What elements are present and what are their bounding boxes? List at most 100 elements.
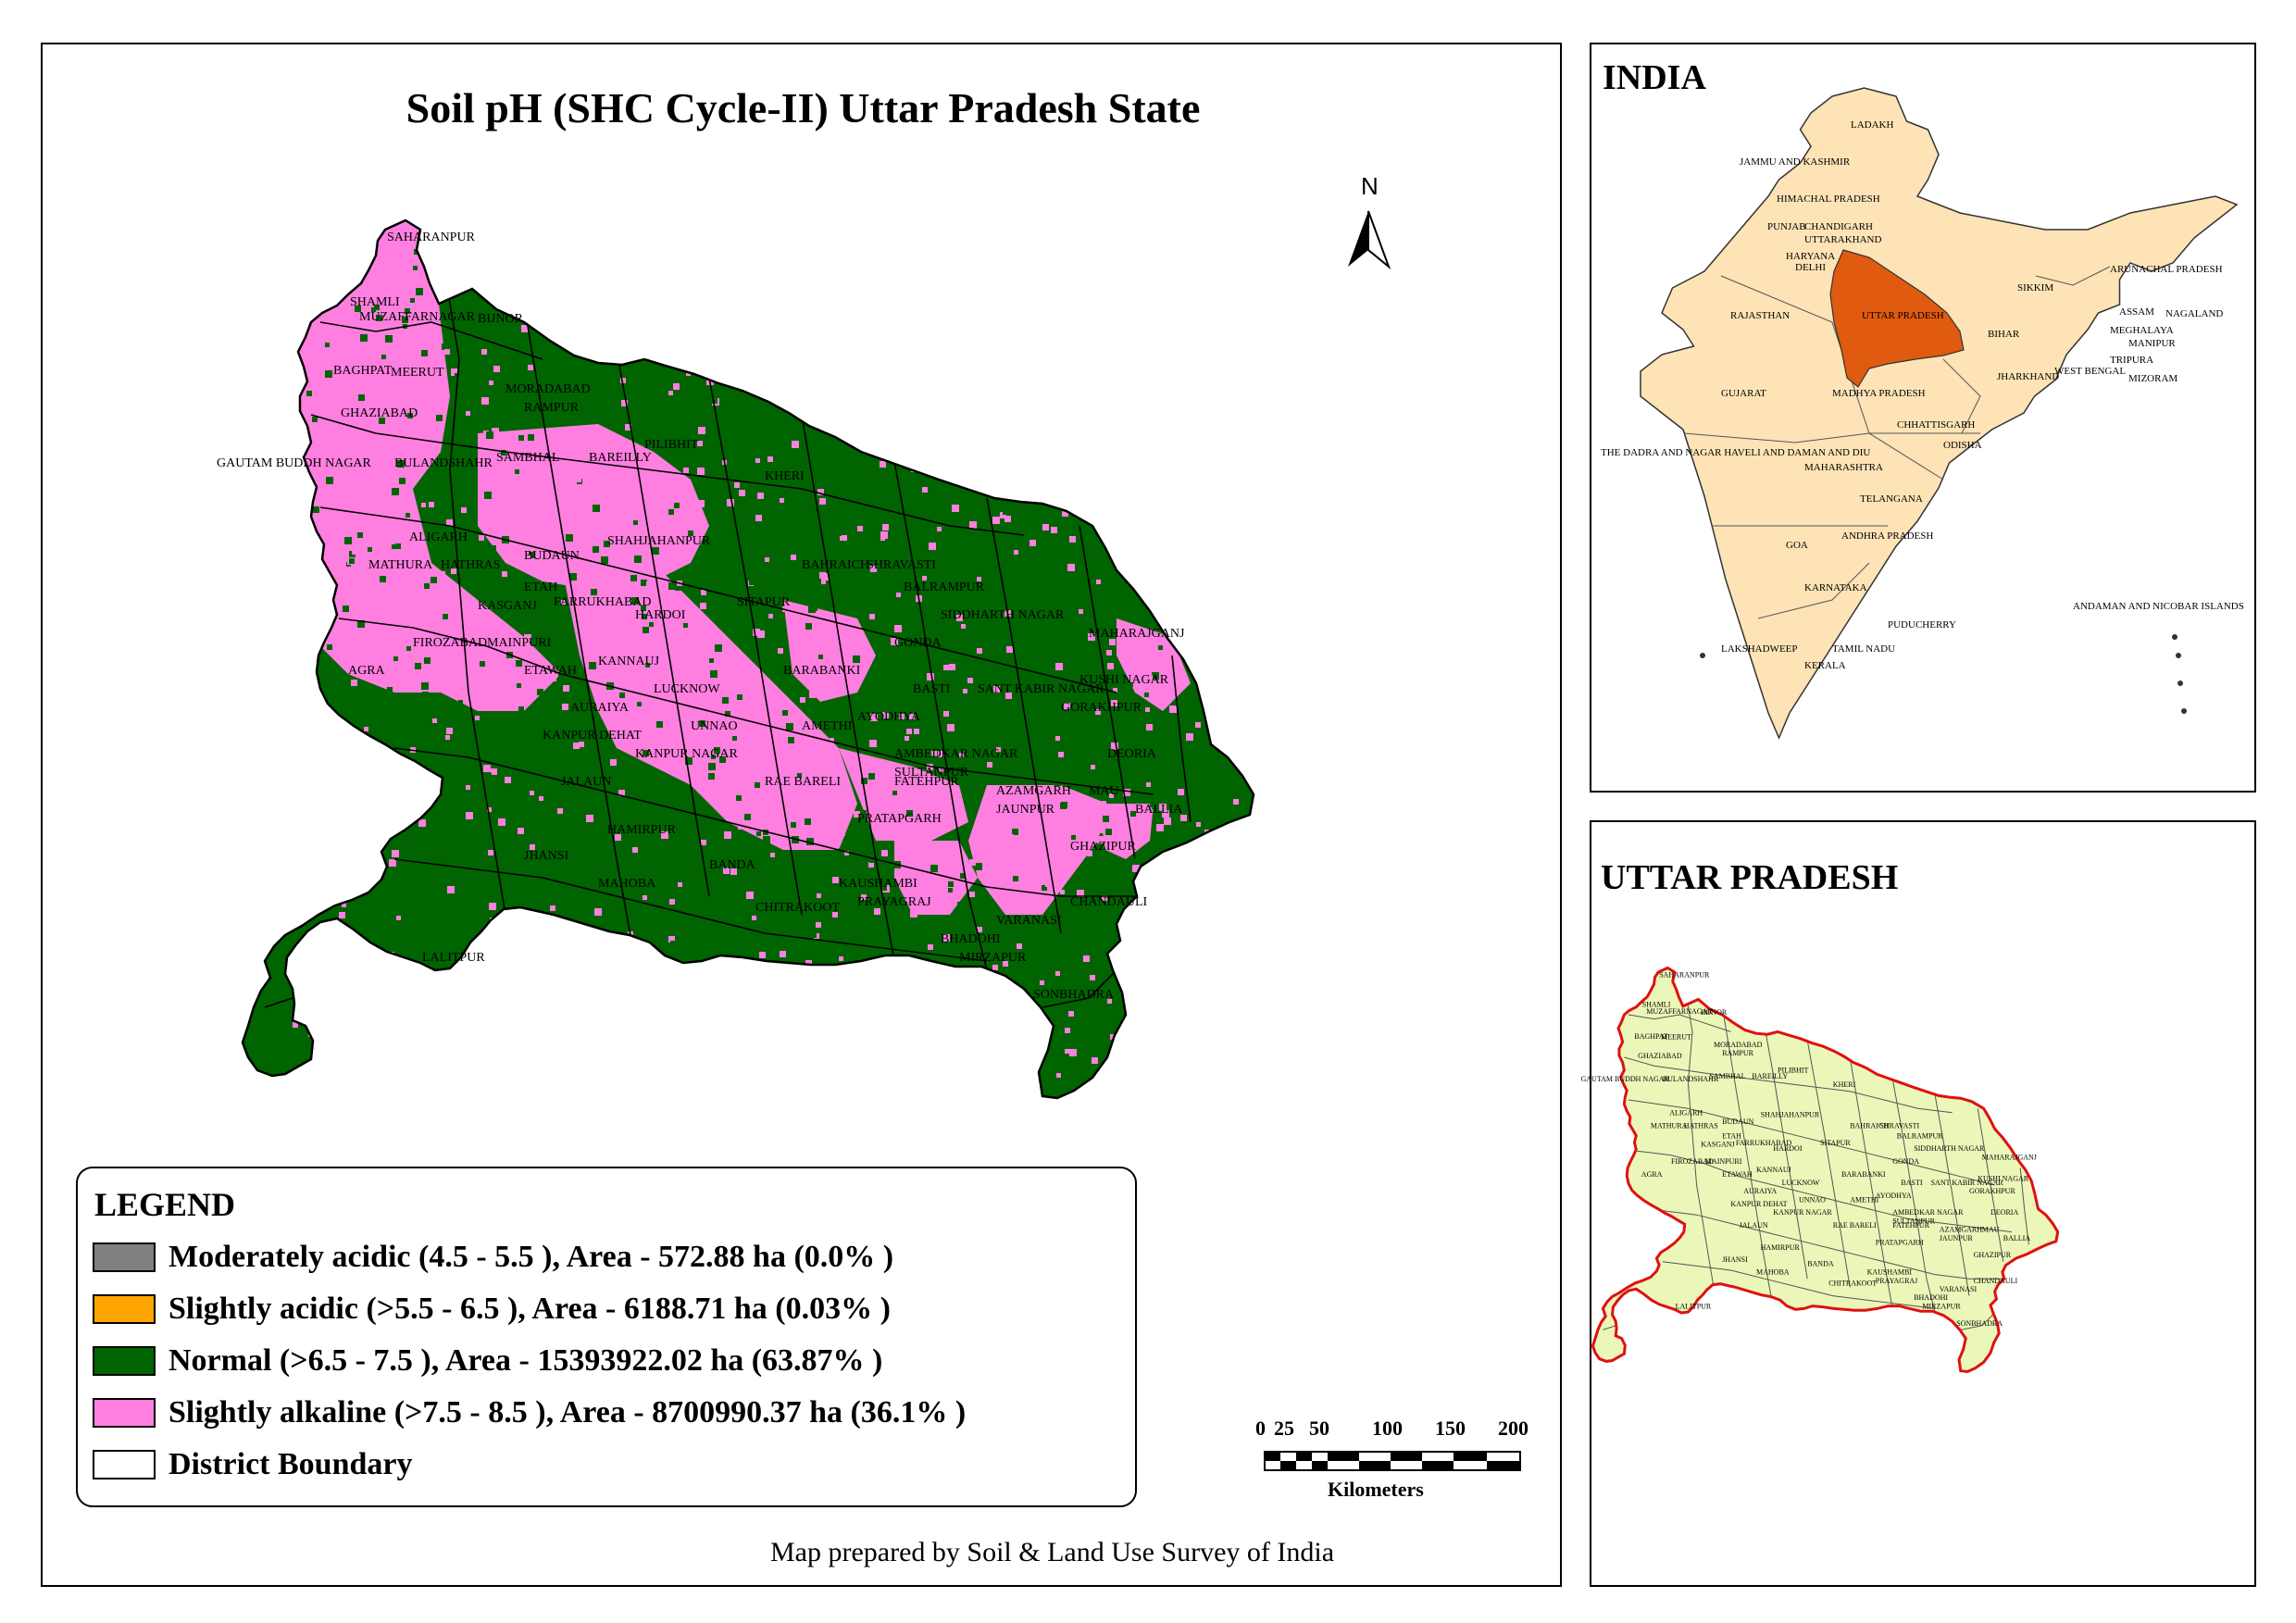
- raster-cell: [752, 916, 756, 920]
- raster-cell: [371, 891, 377, 896]
- raster-cell: [1095, 709, 1101, 715]
- raster-cell: [1164, 818, 1171, 825]
- raster-cell: [1198, 978, 1205, 985]
- legend-title: LEGEND: [94, 1186, 236, 1223]
- raster-cell: [1059, 493, 1067, 500]
- district-label-shahjahanpur: SHAHJAHANPUR: [607, 534, 711, 548]
- district-label-firozabad: FIROZABAD: [413, 636, 487, 650]
- raster-cell: [1126, 929, 1130, 933]
- raster-cell: [820, 969, 828, 977]
- raster-cell: [908, 759, 915, 766]
- india-outline: [1640, 87, 2239, 740]
- raster-cell: [1186, 733, 1193, 741]
- raster-cell: [963, 233, 970, 241]
- raster-cell: [518, 435, 524, 441]
- raster-cell: [1112, 354, 1119, 361]
- raster-cell: [943, 665, 949, 670]
- raster-cell: [868, 773, 875, 780]
- up-inset-label-firozabad: FIROZABAD: [1671, 1157, 1714, 1166]
- up-inset-label-kannauj: KANNAUJ: [1756, 1166, 1791, 1174]
- raster-cell: [837, 1030, 842, 1035]
- raster-cell: [901, 494, 908, 502]
- raster-cell: [1231, 422, 1237, 428]
- raster-cell: [880, 1075, 888, 1082]
- raster-cell: [715, 644, 722, 652]
- raster-cell: [1204, 930, 1209, 934]
- raster-cell: [977, 901, 981, 905]
- raster-cell: [1196, 983, 1203, 990]
- raster-cell: [608, 1046, 614, 1052]
- raster-cell: [798, 1072, 804, 1078]
- up-inset-label-moradabad: MORADABAD: [1714, 1041, 1763, 1049]
- raster-cell: [733, 450, 738, 455]
- raster-cell: [632, 847, 638, 853]
- raster-cell: [753, 629, 760, 636]
- raster-cell: [721, 357, 729, 365]
- raster-cell: [1000, 264, 1007, 271]
- raster-cell: [456, 825, 463, 831]
- up-inset-label-kanpur-nagar: KANPUR NAGAR: [1773, 1208, 1832, 1217]
- raster-cell: [763, 836, 770, 843]
- up-inset-label-sonbhadra: SONBHADRA: [1956, 1319, 2003, 1328]
- raster-cell: [1041, 222, 1048, 230]
- raster-cell: [1154, 891, 1160, 897]
- raster-cell: [620, 874, 626, 880]
- india-inset-title: INDIA: [1603, 58, 1706, 97]
- up-inset-label-kaushambi: KAUSHAMBI: [1867, 1268, 1913, 1277]
- district-label-bareilly: BAREILLY: [589, 451, 652, 465]
- raster-cell: [468, 423, 475, 431]
- raster-cell: [1076, 702, 1083, 709]
- raster-cell: [485, 773, 492, 780]
- raster-cell: [579, 742, 584, 747]
- raster-cell: [698, 332, 705, 340]
- raster-cell: [1069, 536, 1076, 543]
- raster-cell: [850, 1070, 856, 1077]
- raster-cell: [1065, 1049, 1069, 1054]
- legend-swatch: [93, 1450, 156, 1479]
- raster-cell: [823, 443, 830, 449]
- raster-cell: [343, 606, 349, 612]
- raster-cell: [1251, 859, 1254, 867]
- raster-cell: [1101, 547, 1106, 553]
- scale-tick-150: 150: [1435, 1417, 1466, 1440]
- raster-cell: [450, 593, 455, 599]
- raster-cell: [872, 250, 880, 257]
- raster-cell: [806, 838, 814, 845]
- raster-cell: [851, 468, 857, 475]
- raster-cell: [1017, 943, 1022, 949]
- raster-cell: [345, 259, 350, 264]
- raster-cell: [642, 485, 646, 490]
- raster-cell: [1227, 298, 1231, 303]
- raster-cell: [338, 858, 345, 866]
- raster-cell: [543, 944, 548, 949]
- raster-cell: [837, 255, 843, 261]
- district-label-gautam-buddh-nagar: GAUTAM BUDDH NAGAR: [217, 456, 372, 470]
- raster-cell: [381, 957, 388, 964]
- state-label-sikkim: SIKKIM: [2017, 282, 2053, 293]
- raster-cell: [811, 1042, 818, 1049]
- up-inset-label-aligarh: ALIGARH: [1669, 1109, 1703, 1117]
- raster-cell: [824, 982, 831, 990]
- raster-cell: [1029, 325, 1035, 331]
- up-inset-label-agra: AGRA: [1641, 1170, 1663, 1179]
- up-inset-label-ghazipur: GHAZIPUR: [1974, 1251, 2012, 1259]
- raster-cell: [1216, 420, 1222, 427]
- district-label-jalaun: JALAUN: [561, 775, 611, 789]
- raster-cell: [928, 1005, 935, 1012]
- raster-cell: [1138, 264, 1145, 271]
- up-inset-label-jalaun: JALAUN: [1740, 1221, 1768, 1230]
- raster-cell: [1076, 379, 1083, 386]
- raster-cell: [652, 896, 659, 904]
- raster-cell: [369, 740, 375, 745]
- up-inset-district-line: [1977, 1108, 2004, 1262]
- raster-cell: [651, 1010, 657, 1017]
- district-line: [393, 747, 1135, 897]
- raster-cell: [492, 545, 496, 550]
- raster-cell: [553, 256, 560, 264]
- raster-cell: [574, 475, 581, 482]
- raster-cell: [506, 234, 511, 239]
- up-inset-district-line: [1662, 1261, 1936, 1309]
- raster-cell: [293, 1022, 298, 1028]
- raster-cell: [528, 365, 533, 370]
- state-label-chandigarh: CHANDIGARH: [1804, 221, 1873, 232]
